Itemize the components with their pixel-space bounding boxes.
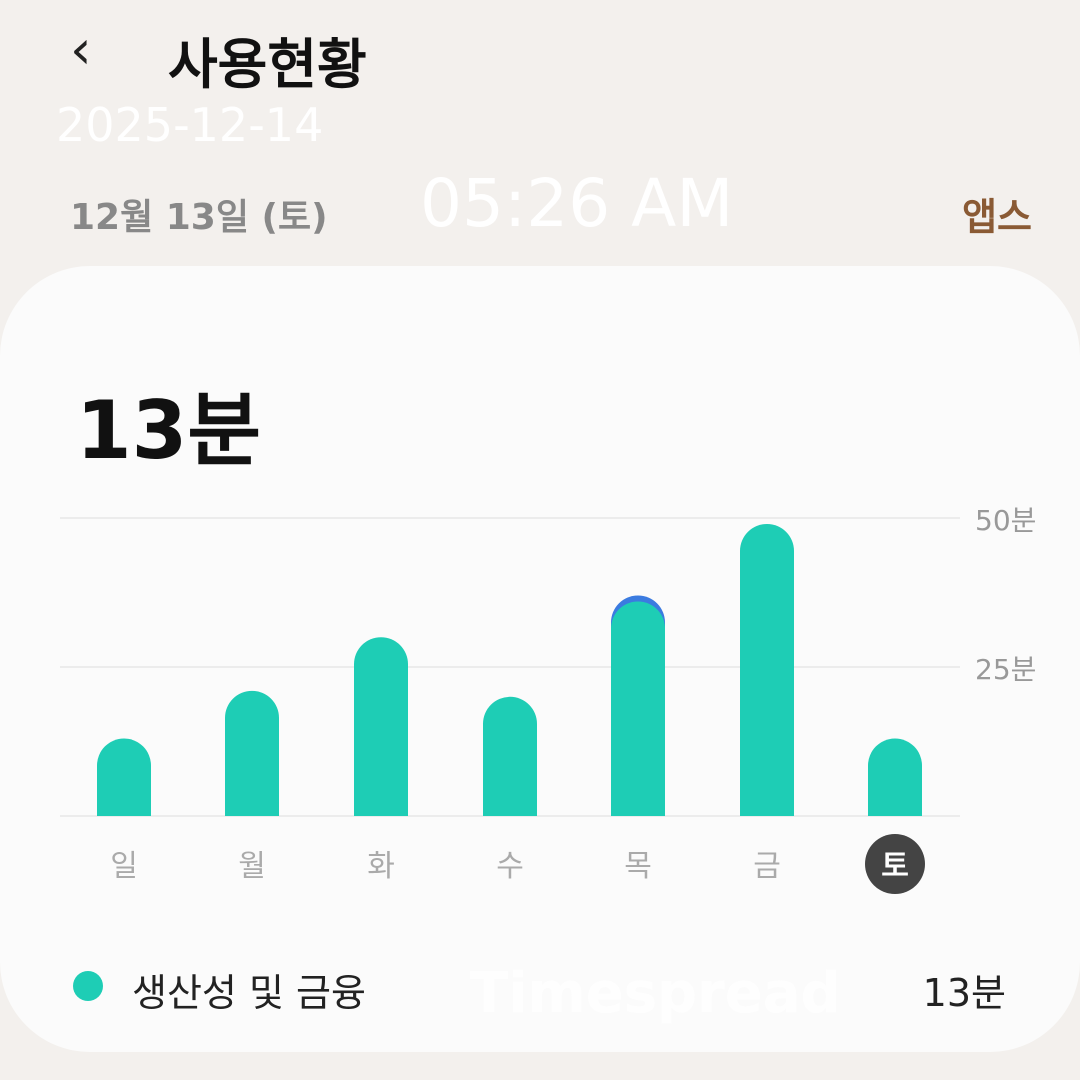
bar-3[interactable] — [483, 696, 537, 816]
page-title: 사용현황 — [168, 33, 367, 96]
bar-6[interactable] — [868, 738, 922, 816]
watermark: Timespread — [470, 961, 841, 1026]
apps-button[interactable]: 앱스 — [962, 195, 1032, 239]
x-tick-label[interactable]: 월 — [238, 849, 266, 884]
x-tick-label[interactable]: 금 — [753, 849, 781, 884]
bar-5[interactable] — [740, 523, 794, 816]
legend-category-value: 13분 — [922, 971, 1006, 1015]
selected-day-highlight[interactable] — [865, 834, 925, 894]
y-tick-label: 25분 — [975, 653, 1036, 686]
total-usage: 13분 — [76, 384, 261, 477]
back-button[interactable]: ‹ — [70, 18, 92, 81]
x-tick-label[interactable]: 토 — [881, 849, 909, 884]
x-tick-label[interactable]: 목 — [624, 849, 652, 884]
x-tick-label[interactable]: 화 — [367, 849, 395, 884]
legend-category-label: 생산성 및 금융 — [132, 971, 366, 1015]
x-tick-label[interactable]: 수 — [496, 849, 524, 884]
bar-1[interactable] — [225, 690, 279, 816]
x-tick-label[interactable]: 일 — [110, 849, 138, 884]
legend-color-dot — [73, 971, 103, 1001]
y-tick-label: 50분 — [975, 504, 1036, 537]
bar-2[interactable] — [354, 637, 408, 816]
chevron-left-icon: ‹ — [70, 18, 92, 81]
timestamp-time-overlay: 05:26 AM — [420, 165, 734, 242]
timestamp-date-overlay: 2025-12-14 — [56, 98, 324, 152]
bar-0[interactable] — [97, 738, 151, 816]
bar-4[interactable] — [611, 601, 665, 816]
date-selector[interactable]: 12월 13일 (토) — [70, 197, 328, 238]
